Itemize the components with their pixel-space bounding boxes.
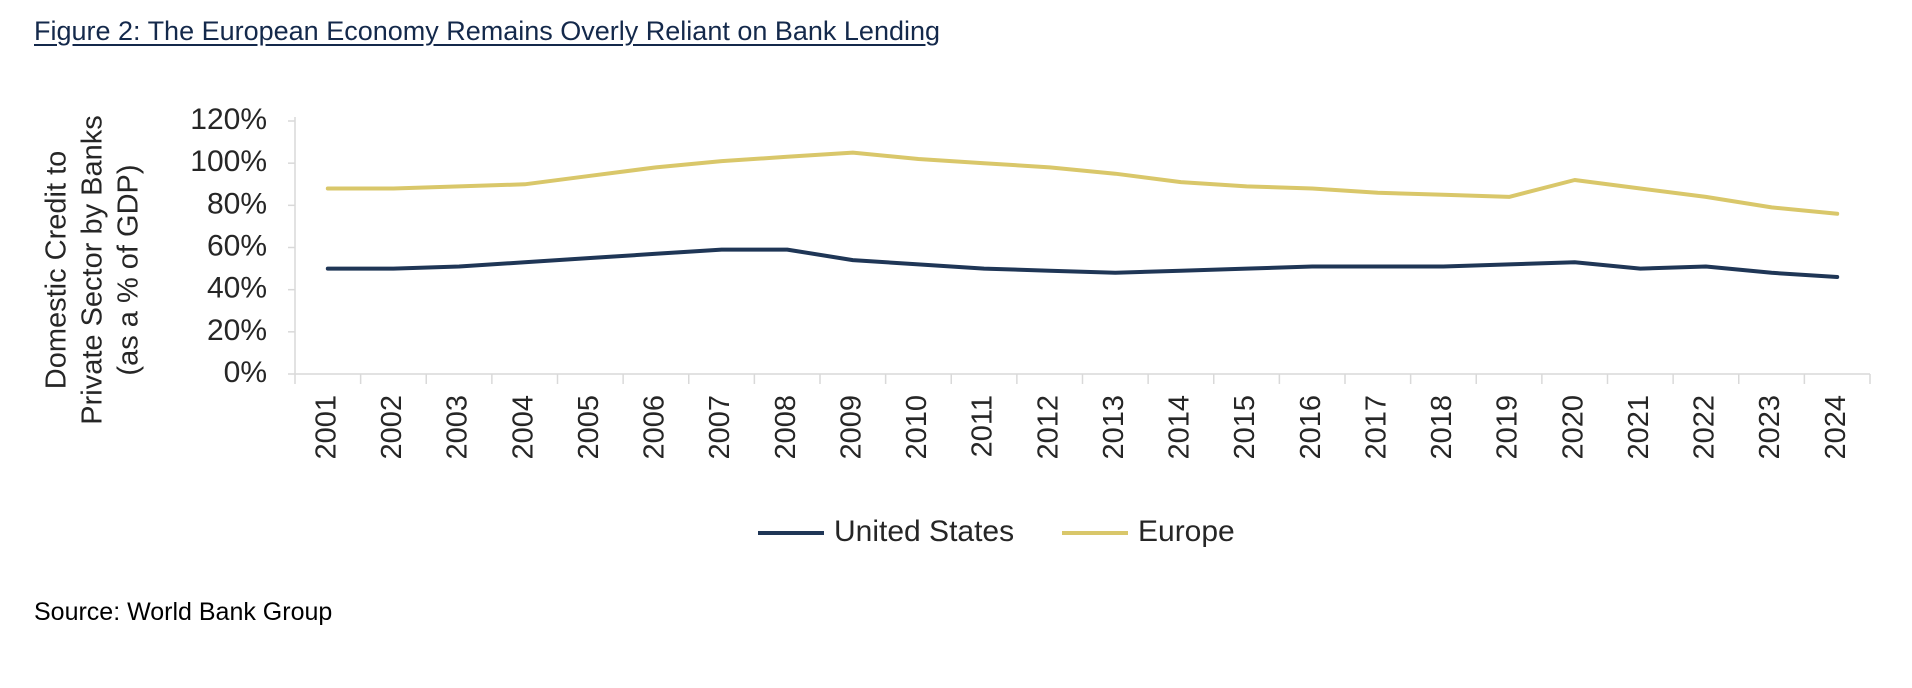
x-tick-label: 2017: [1360, 395, 1392, 460]
x-tick-label: 2009: [835, 395, 867, 460]
x-tick-label: 2018: [1426, 395, 1458, 460]
x-tick-label: 2013: [1098, 395, 1130, 460]
figure-title[interactable]: Figure 2: The European Economy Remains O…: [34, 16, 941, 46]
series-lines: [325, 150, 1840, 279]
x-tick-label: 2006: [639, 395, 671, 460]
y-tick-label: 100%: [190, 145, 267, 178]
legend: United States Europe: [758, 515, 1235, 548]
legend-label: Europe: [1138, 515, 1235, 548]
y-tick-label: 40%: [207, 272, 267, 305]
x-tick-label: 2023: [1754, 395, 1786, 460]
series-line-united-states: [325, 247, 1840, 279]
y-axis-label-line: Private Sector by Banks: [77, 115, 109, 424]
x-tick-label: 2015: [1229, 395, 1261, 460]
x-tick-label: 2016: [1295, 395, 1327, 460]
x-tick-label: 2020: [1557, 395, 1589, 460]
x-axis: 2001 2002 2003 2004 2005 2006 2007 2008 2009 2010…: [294, 373, 1871, 460]
x-tick-label: 2010: [901, 395, 933, 460]
series-line-europe: [325, 150, 1840, 216]
source-note: Source: World Bank Group: [34, 598, 333, 626]
y-tick-label: 60%: [207, 229, 267, 262]
x-tick-label: 2007: [704, 395, 736, 460]
x-tick-label: 2024: [1820, 395, 1852, 460]
legend-item-europe: Europe: [1062, 515, 1235, 548]
y-axis-label-line: Domestic Credit to: [41, 151, 73, 390]
y-axis-label-line: (as a % of GDP): [113, 164, 145, 375]
x-tick-label: 2001: [310, 395, 342, 460]
x-tick-label: 2002: [376, 395, 408, 460]
x-tick-label: 2005: [573, 395, 605, 460]
x-tick-label: 2019: [1492, 395, 1524, 460]
y-axis-ticks: 0% 20% 40% 60% 80% 100% 120%: [190, 103, 296, 389]
x-tick-label: 2003: [442, 395, 474, 460]
line-chart: Domestic Credit to Private Sector by Bank…: [41, 103, 1871, 548]
y-tick-label: 20%: [207, 314, 267, 347]
y-tick-label: 0%: [224, 356, 267, 389]
x-tick-label: 2021: [1623, 395, 1655, 460]
y-tick-label: 80%: [207, 187, 267, 220]
x-tick-label: 2022: [1689, 395, 1721, 460]
x-tick-label: 2011: [967, 395, 999, 457]
x-tick-label: 2004: [507, 395, 539, 460]
y-tick-label: 120%: [190, 103, 267, 136]
legend-label: United States: [834, 515, 1014, 548]
x-tick-label: 2008: [770, 395, 802, 460]
x-tick-label: 2012: [1032, 395, 1064, 460]
legend-item-united-states: United States: [758, 515, 1014, 548]
x-tick-label: 2014: [1164, 395, 1196, 460]
y-axis-label: Domestic Credit to Private Sector by Bank…: [41, 115, 145, 424]
